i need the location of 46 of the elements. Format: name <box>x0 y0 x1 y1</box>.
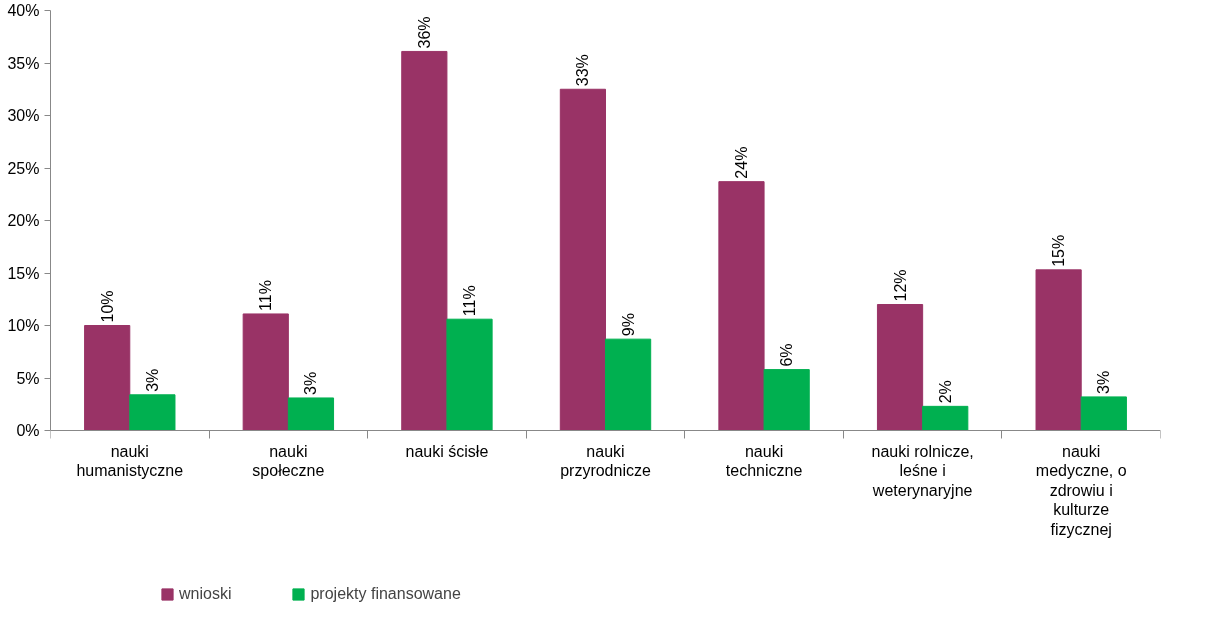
x-tick-label: nauki przyrodnicze <box>560 442 651 480</box>
data-label: 11% <box>461 285 479 317</box>
data-label: 11% <box>257 280 275 311</box>
data-label: 15% <box>1050 234 1068 267</box>
x-tick-label: nauki medyczne, o zdrowiu i kulturze fizycznej <box>1035 442 1127 538</box>
bar <box>287 397 335 431</box>
data-label: 3% <box>1095 370 1113 394</box>
y-tick-label: 10% <box>7 317 40 334</box>
y-tick-label: 30% <box>7 107 40 124</box>
bar <box>718 181 765 431</box>
y-tick-label: 25% <box>7 159 40 177</box>
bar <box>242 313 289 431</box>
y-tick-label: 5% <box>16 369 40 387</box>
y-tick-label: 40% <box>7 2 40 19</box>
bar <box>876 304 924 431</box>
x-tick-label: nauki społeczne <box>252 442 325 480</box>
legend-label: projekty finansowane <box>310 585 461 603</box>
y-tick-label: 35% <box>7 54 40 72</box>
data-label: 6% <box>778 343 796 367</box>
bar <box>446 318 493 431</box>
bar <box>922 405 969 431</box>
data-label: 12% <box>891 269 909 302</box>
y-tick-label: 15% <box>7 264 40 282</box>
data-label: 33% <box>574 54 592 87</box>
data-label: 36% <box>415 16 433 49</box>
x-tick-label: nauki techniczne <box>725 442 803 480</box>
bar <box>1035 269 1082 431</box>
y-tick-label: 20% <box>7 212 40 229</box>
bar <box>605 338 652 431</box>
bar <box>559 88 606 431</box>
bar <box>763 369 810 431</box>
x-tick-label: nauki humanistyczne <box>76 442 184 480</box>
x-tick-label: nauki ścisłe <box>405 442 489 460</box>
y-tick-label: 0% <box>16 422 40 439</box>
data-label: 3% <box>302 371 320 395</box>
bar <box>129 394 176 431</box>
data-label: 2% <box>936 380 954 404</box>
x-tick-label: nauki rolnicze, leśne i weterynaryjne <box>871 442 974 499</box>
legend-label: wnioski <box>179 585 232 603</box>
data-label: 10% <box>98 290 116 323</box>
data-label: 24% <box>732 146 750 179</box>
data-label: 9% <box>619 313 637 337</box>
bar <box>401 50 448 431</box>
bar <box>84 325 131 431</box>
data-label: 3% <box>143 368 161 392</box>
bar <box>1080 396 1127 431</box>
